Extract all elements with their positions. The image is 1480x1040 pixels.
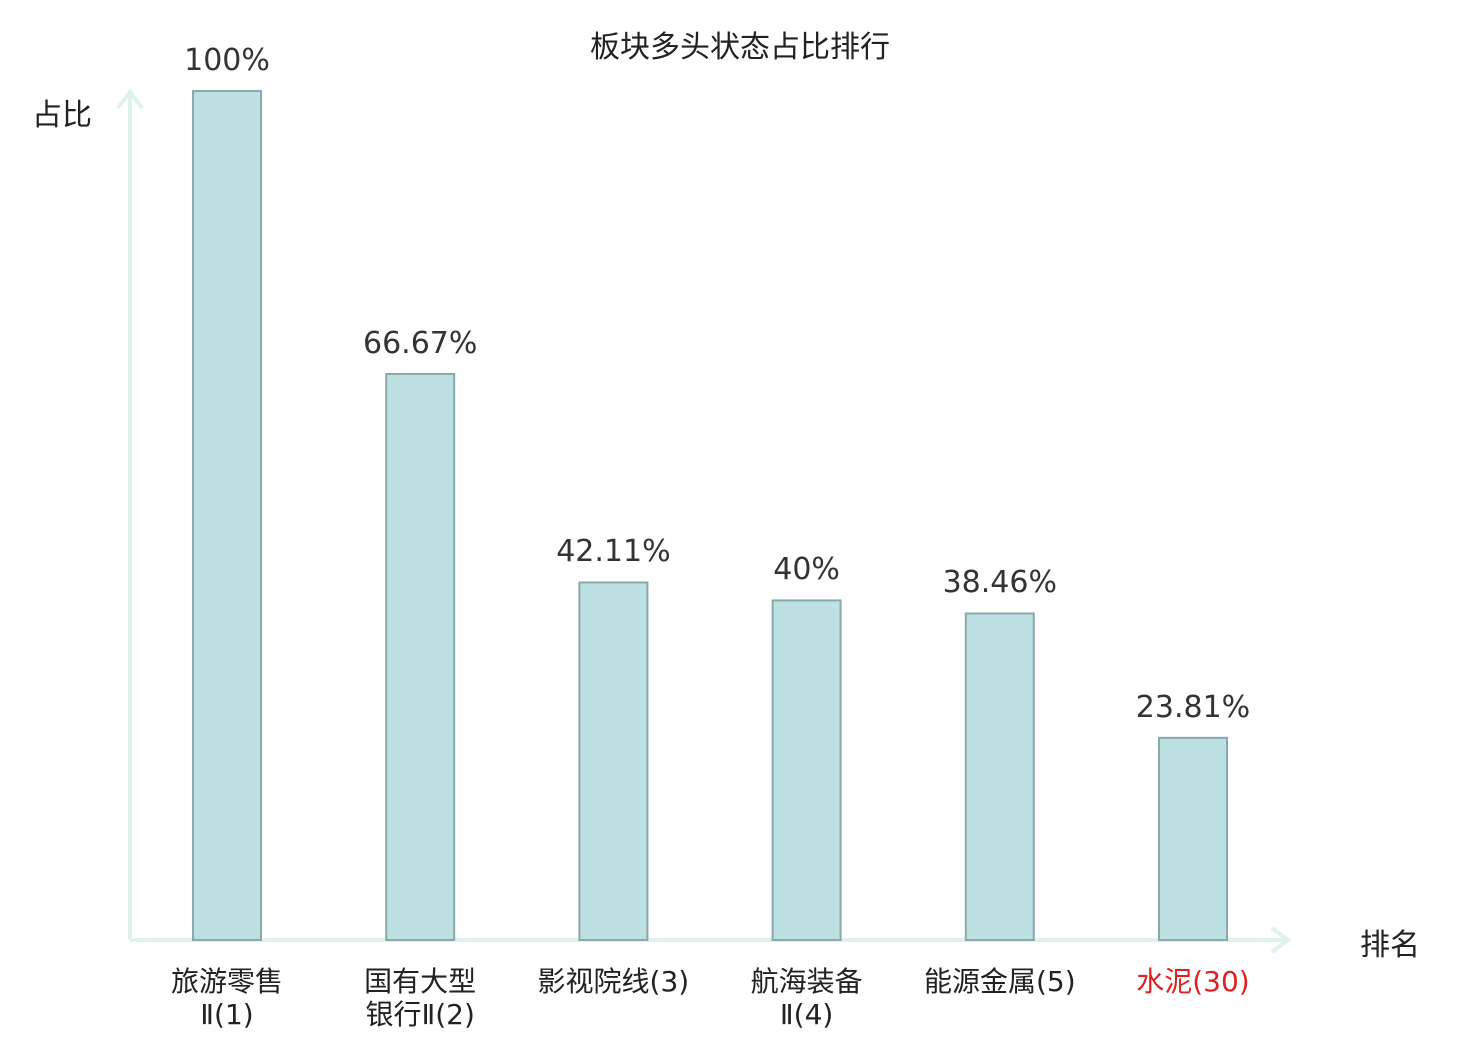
y-axis-arrow (116, 88, 144, 110)
x-tick-line-1: 国有大型 (364, 965, 477, 998)
bar-3 (578, 581, 649, 941)
bar-4 (771, 599, 842, 942)
x-tick-line-2: Ⅱ(1) (200, 998, 254, 1031)
bar-6 (1158, 736, 1228, 941)
bars-group (192, 90, 1228, 942)
x-tick-line-2: 银行Ⅱ(2) (365, 998, 475, 1031)
data-label-5: 38.46% (942, 565, 1057, 601)
bar-2 (385, 372, 456, 942)
x-tick-label-2: 国有大型 银行Ⅱ(2) (320, 965, 520, 1031)
bar-5 (964, 612, 1035, 941)
data-label-3: 42.11% (556, 534, 671, 570)
axes (116, 88, 1292, 954)
x-axis-label: 排名 (1360, 928, 1420, 963)
data-label-1: 100% (184, 43, 270, 78)
x-tick-line-1: 影视院线(3) (537, 965, 690, 998)
x-tick-line-1: 旅游零售 (170, 965, 283, 998)
x-tick-line-1: 水泥(30) (1136, 965, 1250, 998)
data-label-4: 40% (773, 552, 840, 588)
y-axis-label: 占比 (32, 98, 92, 133)
x-tick-label-3: 影视院线(3) (513, 965, 713, 998)
data-label-2: 66.67% (362, 325, 478, 361)
x-tick-label-1: 旅游零售 Ⅱ(1) (127, 965, 327, 1031)
x-tick-line-2: Ⅱ(4) (779, 998, 834, 1031)
chart-title: 板块多头状态占比排行 (590, 30, 890, 65)
data-label-6: 23.81% (1135, 689, 1251, 725)
bar-1 (192, 90, 262, 941)
x-tick-label-5: 能源金属(5) (900, 965, 1100, 998)
x-tick-label-6: 水泥(30) (1093, 965, 1293, 998)
x-axis-arrow (1270, 926, 1292, 954)
x-tick-label-4: 航海装备 Ⅱ(4) (707, 965, 907, 1031)
x-tick-line-1: 能源金属(5) (923, 965, 1076, 998)
x-tick-line-1: 航海装备 (750, 965, 863, 998)
